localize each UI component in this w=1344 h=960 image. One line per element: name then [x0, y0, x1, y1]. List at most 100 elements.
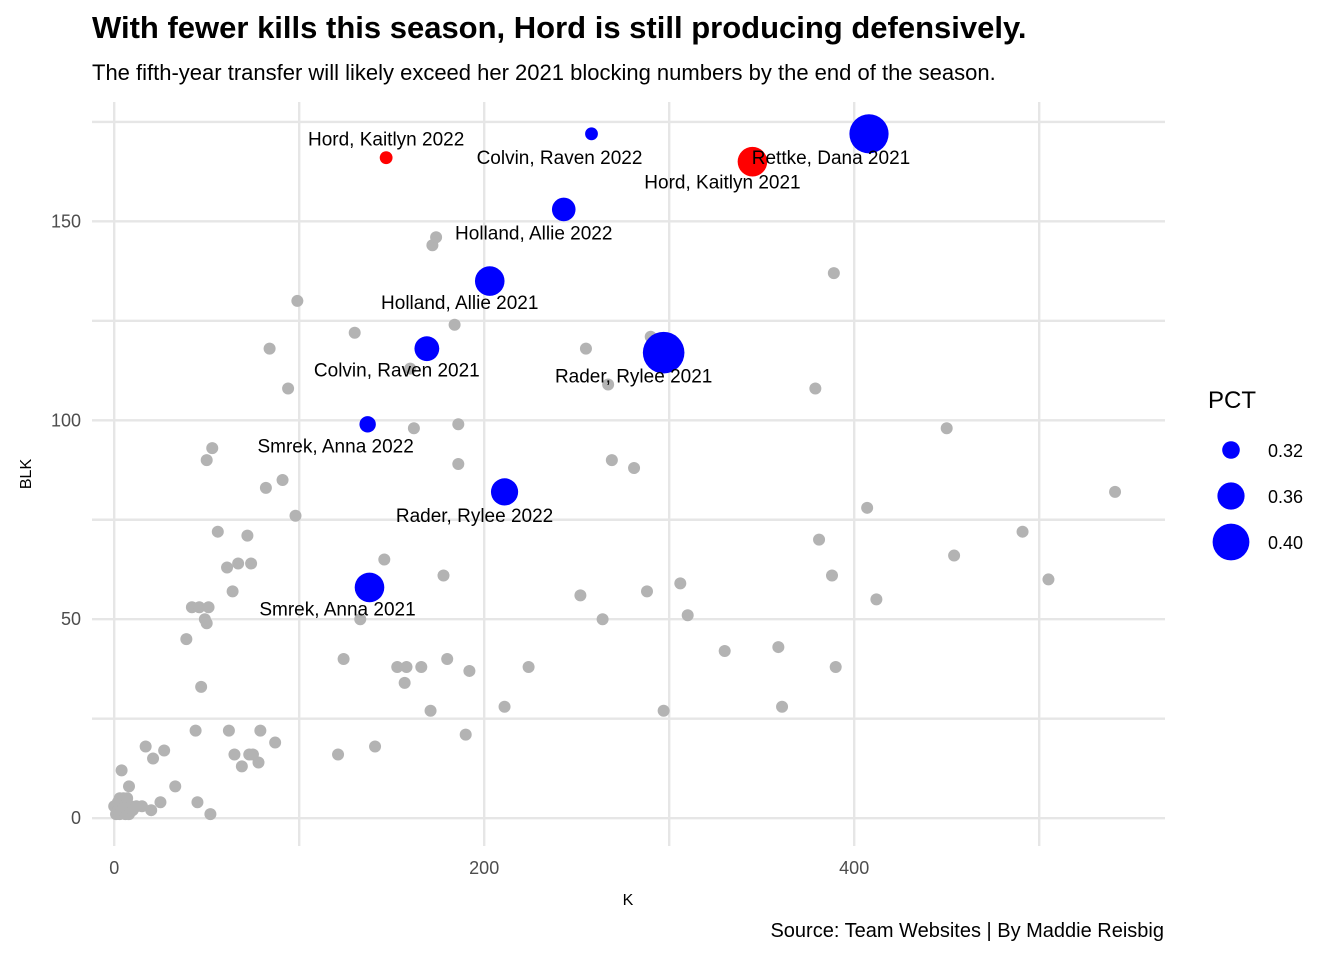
background-point	[332, 748, 345, 761]
point-label: Holland, Allie 2021	[381, 293, 538, 314]
background-point	[404, 362, 417, 375]
highlighted-point	[849, 114, 889, 154]
highlighted-point	[359, 416, 376, 433]
background-point	[169, 780, 182, 793]
background-point	[369, 740, 382, 753]
point-label: Hord, Kaitlyn 2022	[308, 130, 464, 151]
background-point	[158, 744, 171, 757]
background-point	[1109, 485, 1122, 498]
background-point	[211, 525, 224, 538]
background-point	[276, 473, 289, 486]
background-point	[574, 589, 587, 602]
x-tick-label: 0	[109, 858, 119, 878]
background-point	[398, 676, 411, 689]
background-point	[1042, 573, 1055, 586]
background-point	[826, 569, 838, 582]
background-point	[189, 724, 202, 737]
background-point	[424, 704, 437, 717]
background-point	[147, 752, 160, 765]
point-label: Rader, Rylee 2022	[396, 506, 553, 527]
background-point	[813, 533, 826, 546]
y-axis-title: BLK	[18, 459, 35, 490]
background-point	[291, 294, 304, 307]
x-axis-title: K	[623, 892, 634, 909]
background-point	[259, 481, 272, 494]
background-point	[221, 561, 234, 574]
tick-labels: 0 200 400 0 50 100 150	[51, 211, 869, 878]
legend-key-circle	[1212, 523, 1250, 561]
point-label: Rettke, Dana 2021	[752, 148, 910, 169]
highlighted-point	[642, 331, 685, 374]
background-point	[681, 609, 694, 622]
highlighted-point	[737, 146, 768, 177]
highlighted-point	[414, 336, 440, 362]
background-point	[1016, 525, 1029, 538]
background-point	[596, 613, 609, 626]
background-point	[202, 601, 215, 614]
point-label: Colvin, Raven 2021	[314, 361, 480, 382]
background-point	[195, 680, 208, 693]
highlighted-point	[490, 478, 519, 506]
background-point	[459, 728, 472, 741]
background-point	[674, 577, 687, 590]
chart-caption: Source: Team Websites | By Maddie Reisbi…	[770, 920, 1164, 942]
background-point	[228, 748, 241, 761]
background-point	[354, 613, 367, 626]
background-point	[241, 529, 254, 542]
background-point	[254, 724, 267, 737]
background-point	[602, 378, 615, 391]
highlighted-point	[585, 127, 598, 141]
background-point	[522, 660, 535, 673]
x-tick-label: 200	[469, 858, 499, 878]
y-tick-label: 100	[51, 410, 81, 430]
background-point	[348, 326, 361, 339]
background-point	[206, 442, 219, 455]
background-point	[463, 664, 476, 677]
highlighted-point	[474, 266, 505, 296]
grid-lines	[92, 102, 1165, 846]
background-point	[452, 418, 465, 431]
background-point	[948, 549, 961, 562]
background-point	[861, 501, 874, 514]
background-point	[337, 653, 350, 666]
background-point	[135, 800, 148, 813]
background-point	[776, 700, 789, 713]
background-point	[452, 458, 465, 471]
background-point	[940, 422, 953, 435]
legend-label: 0.36	[1268, 487, 1303, 507]
background-point	[448, 318, 461, 331]
background-point	[154, 796, 167, 809]
background-point	[252, 756, 265, 769]
highlighted-point	[551, 197, 576, 222]
background-point	[226, 585, 239, 598]
legend-label: 0.32	[1268, 441, 1303, 461]
background-point	[437, 569, 450, 582]
background-point	[222, 724, 235, 737]
highlighted-points	[354, 114, 889, 603]
y-tick-label: 0	[71, 808, 81, 828]
chart-title: With fewer kills this season, Hord is st…	[92, 10, 1027, 45]
background-point	[378, 553, 391, 566]
background-point	[235, 760, 248, 773]
point-label: Smrek, Anna 2021	[259, 599, 415, 620]
background-point	[430, 231, 443, 244]
background-point	[498, 700, 511, 713]
background-point	[232, 557, 245, 570]
background-point	[827, 267, 840, 280]
background-point	[718, 645, 731, 658]
background-point	[180, 633, 193, 646]
background-point	[772, 641, 785, 654]
background-point	[123, 780, 135, 793]
point-label: Holland, Allie 2022	[455, 223, 612, 244]
highlighted-point	[379, 151, 393, 165]
background-point	[407, 422, 420, 435]
legend-title: PCT	[1208, 387, 1256, 414]
background-point	[628, 462, 641, 475]
background-point	[829, 660, 842, 673]
highlighted-point	[354, 572, 385, 603]
background-point	[289, 509, 302, 522]
x-tick-label: 400	[839, 858, 869, 878]
background-point	[145, 804, 158, 817]
legend: PCT 0.32 0.36 0.40	[1208, 387, 1303, 561]
